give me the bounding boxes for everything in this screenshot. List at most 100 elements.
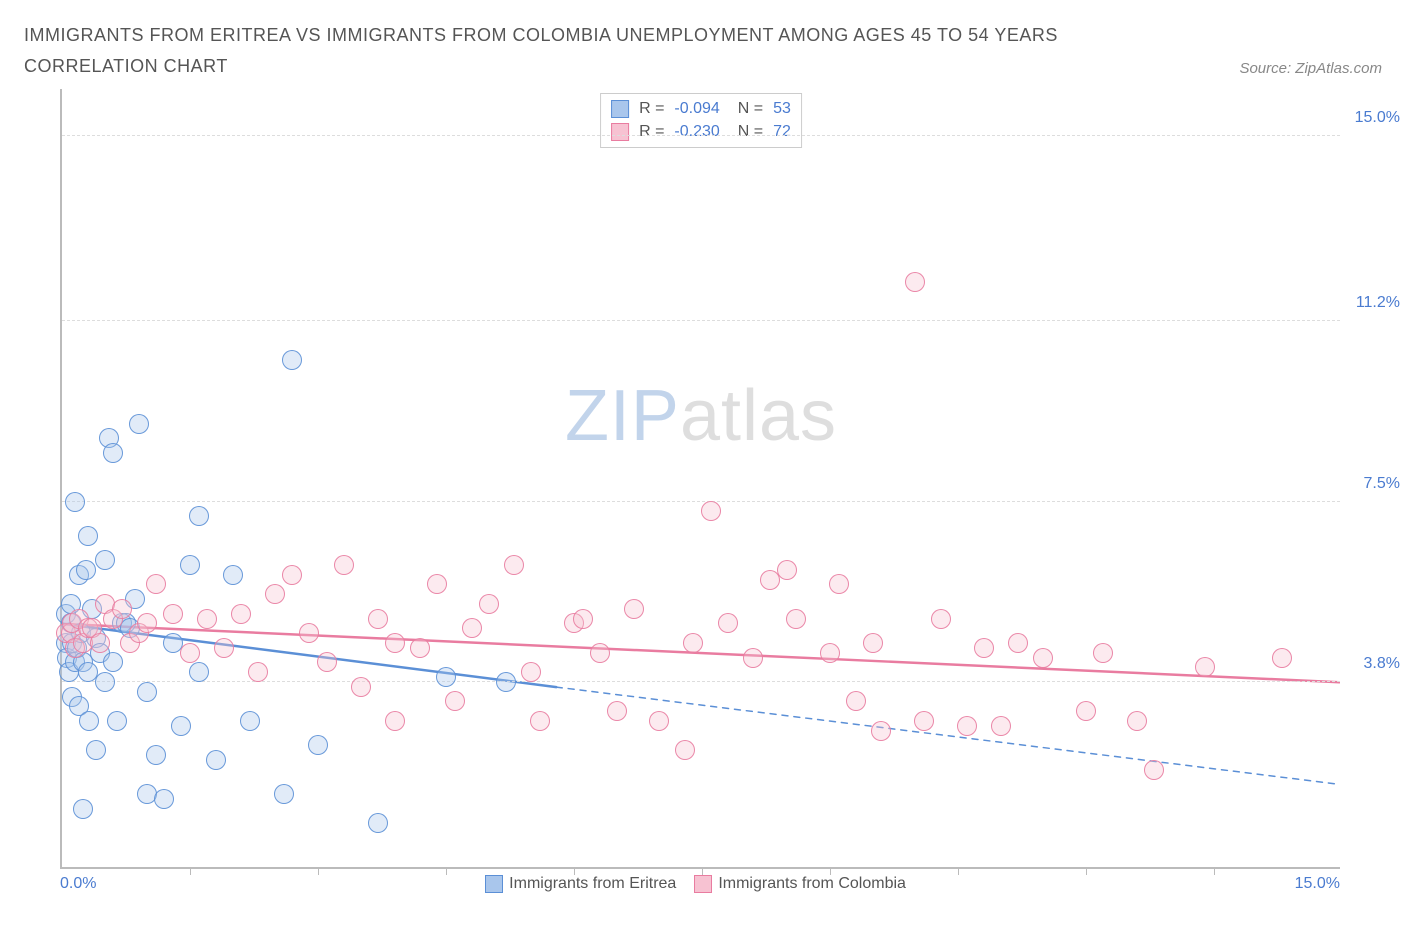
data-point [385,711,405,731]
data-point [368,609,388,629]
watermark-zip: ZIP [565,376,680,456]
data-point [607,701,627,721]
data-point [334,555,354,575]
data-point [786,609,806,629]
data-point [683,633,703,653]
data-point [248,662,268,682]
data-point [675,740,695,760]
data-point [846,691,866,711]
data-point [871,721,891,741]
data-point [1093,643,1113,663]
chart-area: Unemployment Among Ages 45 to 54 years Z… [24,89,1382,869]
data-point [137,613,157,633]
swatch-colombia-icon [694,875,712,893]
n-label: N = [738,121,763,143]
legend-row-eritrea: R = -0.094 N = 53 [611,98,791,120]
legend-item-eritrea: Immigrants from Eritrea [485,875,676,893]
data-point [931,609,951,629]
data-point [146,745,166,765]
data-point [240,711,260,731]
data-point [107,711,127,731]
r-label: R = [639,98,664,120]
watermark-rest: atlas [680,376,837,456]
scatter-plot: ZIPatlas R = -0.094 N = 53 R = -0.230 N … [60,89,1340,869]
r-value-eritrea: -0.094 [674,98,719,120]
data-point [914,711,934,731]
data-point [905,272,925,292]
data-point [163,604,183,624]
data-point [530,711,550,731]
data-point [701,501,721,521]
data-point [624,599,644,619]
x-origin-label: 0.0% [60,875,96,893]
data-point [1144,760,1164,780]
data-point [427,574,447,594]
data-point [129,414,149,434]
data-point [76,560,96,580]
data-point [103,652,123,672]
chart-title: IMMIGRANTS FROM ERITREA VS IMMIGRANTS FR… [24,20,1124,81]
data-point [743,648,763,668]
data-point [282,565,302,585]
data-point [65,492,85,512]
data-point [649,711,669,731]
data-point [86,740,106,760]
data-point [590,643,610,663]
data-point [573,609,593,629]
data-point [1127,711,1147,731]
y-tick-label: 11.2% [1348,294,1400,312]
data-point [1076,701,1096,721]
swatch-colombia [611,123,629,141]
legend-row-colombia: R = -0.230 N = 72 [611,121,791,143]
data-point [223,565,243,585]
data-point [282,350,302,370]
data-point [103,443,123,463]
y-tick-label: 15.0% [1348,109,1400,127]
data-point [368,813,388,833]
data-point [521,662,541,682]
data-point [171,716,191,736]
chart-header: IMMIGRANTS FROM ERITREA VS IMMIGRANTS FR… [24,20,1382,81]
data-point [73,799,93,819]
x-axis-legend: 0.0% Immigrants from Eritrea Immigrants … [60,875,1340,893]
data-point [410,638,430,658]
data-point [863,633,883,653]
data-point [78,526,98,546]
data-point [189,506,209,526]
data-point [206,750,226,770]
data-point [445,691,465,711]
y-tick-label: 3.8% [1348,655,1400,673]
series-legend: Immigrants from Eritrea Immigrants from … [96,875,1294,893]
data-point [974,638,994,658]
y-tick-label: 7.5% [1348,475,1400,493]
data-point [1272,648,1292,668]
data-point [436,667,456,687]
data-point [265,584,285,604]
data-point [112,599,132,619]
data-point [299,623,319,643]
data-point [79,711,99,731]
data-point [991,716,1011,736]
swatch-eritrea [611,100,629,118]
data-point [154,789,174,809]
data-point [90,633,110,653]
legend-item-colombia: Immigrants from Colombia [694,875,906,893]
r-label: R = [639,121,664,143]
n-value-colombia: 72 [773,121,791,143]
correlation-legend: R = -0.094 N = 53 R = -0.230 N = 72 [600,93,802,148]
data-point [957,716,977,736]
data-point [1008,633,1028,653]
data-point [777,560,797,580]
swatch-eritrea-icon [485,875,503,893]
x-max-label: 15.0% [1295,875,1340,893]
data-point [197,609,217,629]
data-point [479,594,499,614]
data-point [189,662,209,682]
data-point [351,677,371,697]
data-point [317,652,337,672]
data-point [308,735,328,755]
data-point [385,633,405,653]
data-point [718,613,738,633]
n-label: N = [738,98,763,120]
data-point [820,643,840,663]
